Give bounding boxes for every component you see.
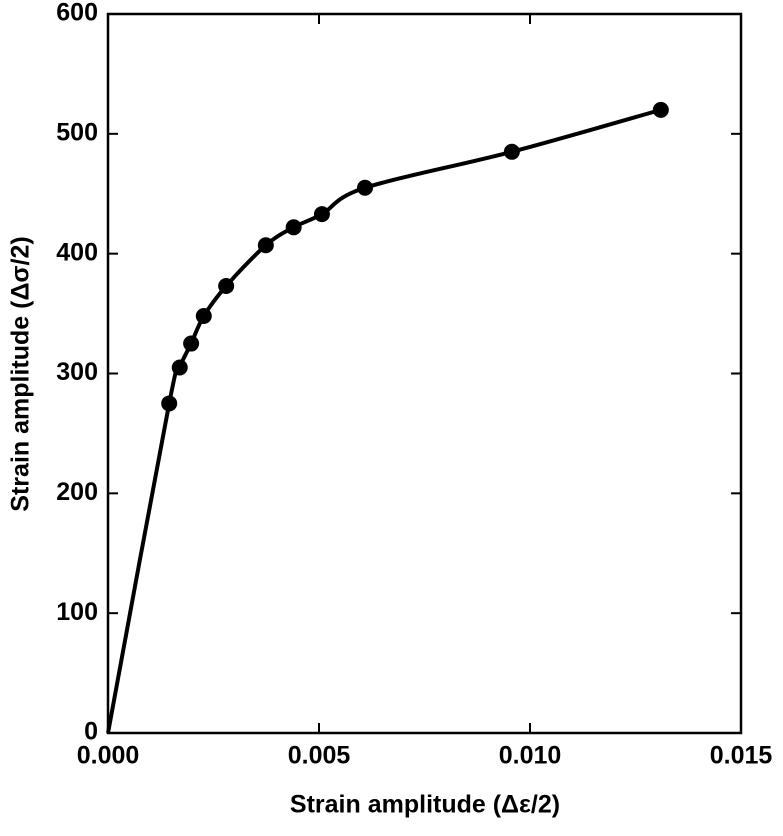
- marker: [183, 335, 200, 352]
- y-tick-label: 100: [56, 598, 98, 626]
- marker: [356, 179, 373, 196]
- y-tick-label: 300: [56, 358, 98, 386]
- marker: [285, 219, 302, 236]
- x-tick-label: 0.010: [499, 742, 562, 770]
- marker: [161, 395, 178, 412]
- marker: [313, 206, 330, 223]
- marker: [171, 359, 188, 376]
- y-tick-label: 0: [84, 718, 98, 746]
- marker: [218, 278, 235, 295]
- marker: [652, 101, 669, 118]
- x-tick-label: 0.015: [710, 742, 773, 770]
- y-tick-label: 200: [56, 478, 98, 506]
- y-axis-label: Strain amplitude (Δσ/2): [7, 236, 35, 511]
- curve: [106, 107, 662, 734]
- x-tick-label: 0.005: [288, 742, 351, 770]
- marker: [503, 143, 520, 160]
- y-tick-label: 600: [56, 0, 98, 27]
- x-axis-label: Strain amplitude (Δε/2): [290, 791, 560, 819]
- y-tick-label: 500: [56, 118, 98, 146]
- x-tick-label: 0.000: [77, 742, 140, 770]
- plot-frame: [106, 12, 743, 735]
- marker: [195, 307, 212, 324]
- marker: [257, 237, 274, 254]
- y-tick-label: 400: [56, 238, 98, 266]
